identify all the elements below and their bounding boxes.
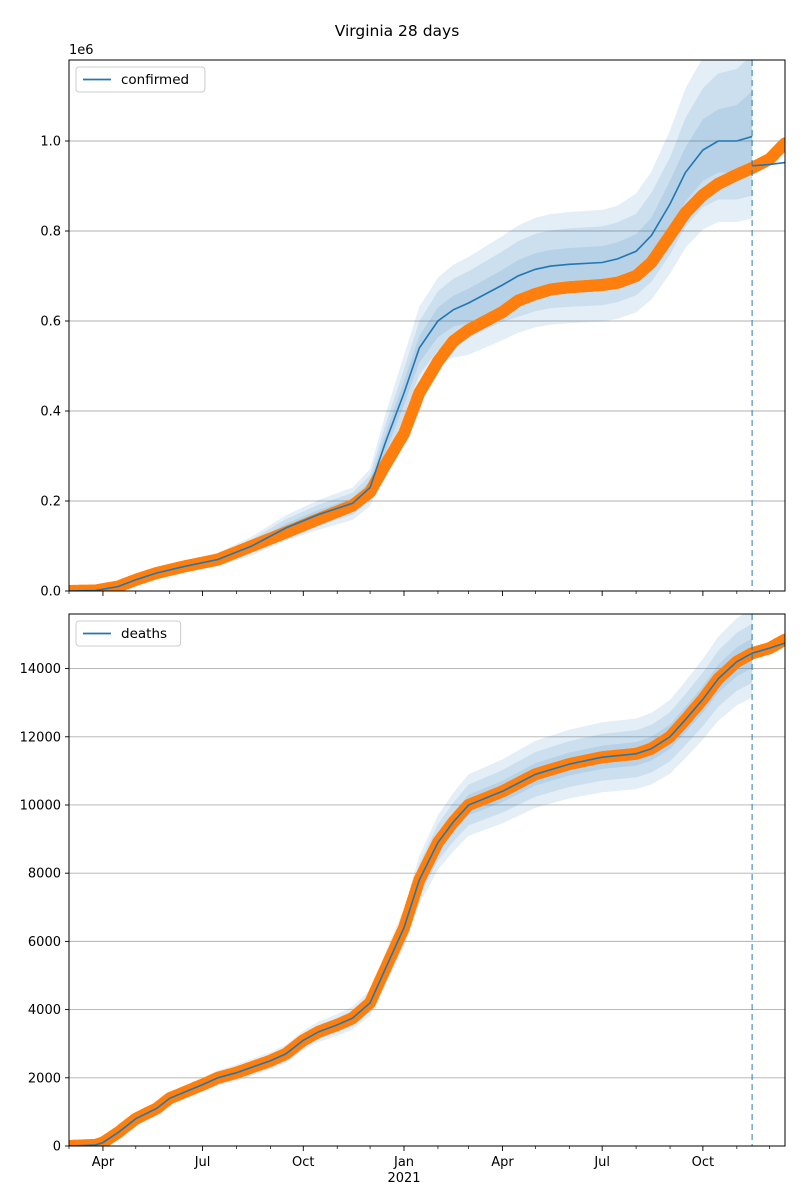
y-tick-label: 10000 — [20, 798, 61, 813]
legend-label: confirmed — [121, 72, 189, 88]
legend-box — [75, 620, 182, 647]
x-year-label: 2021 — [387, 1171, 420, 1186]
plot-area — [69, 614, 785, 1146]
y-tick-label: 12000 — [20, 730, 61, 745]
x-tick-label: Jul — [593, 1155, 610, 1170]
legend-label: deaths — [121, 626, 167, 642]
axes-frame — [68, 613, 786, 1147]
axes-frame — [68, 59, 786, 592]
y-tick-label: 1.0 — [40, 135, 61, 150]
y-tick-label: 0.4 — [40, 405, 61, 420]
uncertainty-band — [69, 614, 753, 1146]
y-tick-label: 0.0 — [40, 585, 61, 600]
plot-area — [69, 60, 785, 591]
observed-point — [779, 137, 785, 150]
confirmed-panel: 0.0 0.2 0.4 0.6 0.8 1.0 1e6 confirmed — [40, 43, 786, 600]
y-tick-label: 0.8 — [40, 225, 61, 240]
y-tick-label: 2000 — [28, 1071, 61, 1086]
model-line-after — [751, 642, 785, 654]
uncertainty-band — [69, 60, 753, 591]
y-tick-label: 14000 — [20, 662, 61, 677]
uncertainty-band — [69, 60, 753, 591]
observed-point — [779, 633, 785, 646]
y-tick-label: 0.6 — [40, 315, 61, 330]
figure-title: Virginia 28 days — [335, 22, 460, 40]
x-tick-label: Apr — [92, 1155, 115, 1170]
y-tick-label: 6000 — [28, 935, 61, 950]
x-tick-label: Oct — [692, 1155, 714, 1170]
x-tick-label: Oct — [292, 1155, 314, 1170]
y-tick-label: 8000 — [28, 867, 61, 882]
legend: confirmed — [75, 66, 206, 93]
y-tick-label: 4000 — [28, 1003, 61, 1018]
deaths-panel: 0 2000 4000 6000 8000 10000 12000 14000 Apr Jul Oc… — [20, 613, 786, 1186]
y-tick-label: 0.2 — [40, 495, 61, 510]
x-tick-label: Jul — [194, 1155, 211, 1170]
x-tick-label: Apr — [491, 1155, 514, 1170]
model-line-after — [752, 161, 785, 167]
model-line — [69, 652, 753, 1146]
y-tick-label: 0 — [53, 1140, 61, 1155]
model-line — [69, 135, 753, 591]
y-offset-label: 1e6 — [69, 43, 94, 58]
legend-box — [75, 66, 206, 93]
legend: deaths — [75, 620, 182, 647]
uncertainty-band — [69, 623, 753, 1146]
x-tick-label: Jan — [393, 1155, 414, 1170]
